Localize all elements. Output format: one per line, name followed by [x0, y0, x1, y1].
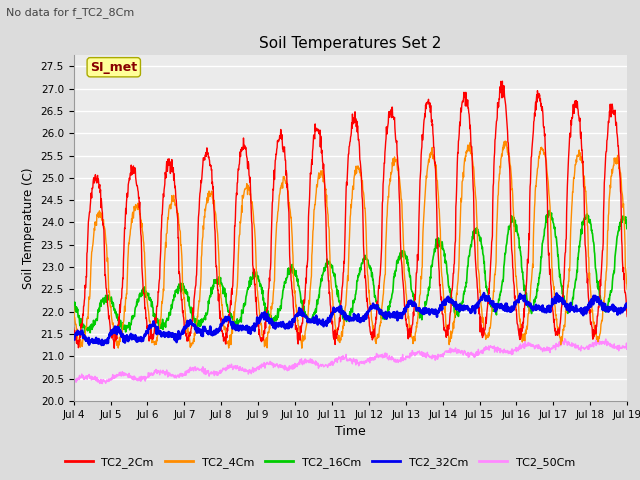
Title: Soil Temperatures Set 2: Soil Temperatures Set 2 — [259, 36, 442, 51]
Text: No data for f_TC2_8Cm: No data for f_TC2_8Cm — [6, 7, 134, 18]
Legend: TC2_2Cm, TC2_4Cm, TC2_16Cm, TC2_32Cm, TC2_50Cm: TC2_2Cm, TC2_4Cm, TC2_16Cm, TC2_32Cm, TC… — [60, 452, 580, 472]
Y-axis label: Soil Temperature (C): Soil Temperature (C) — [22, 167, 35, 289]
X-axis label: Time: Time — [335, 425, 366, 438]
Text: SI_met: SI_met — [90, 61, 138, 74]
